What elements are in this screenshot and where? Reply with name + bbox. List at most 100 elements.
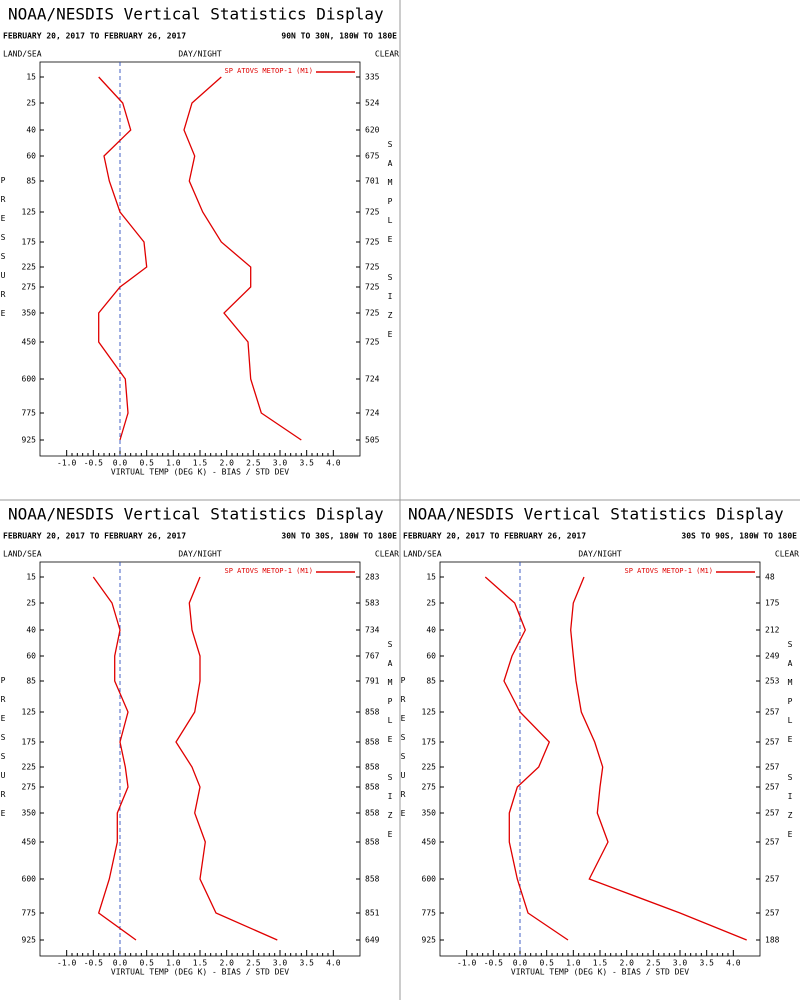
subtitle: FEBRUARY 20, 2017 TO FEBRUARY 26, 2017 [403,532,586,541]
x-tick-label: 2.5 [646,959,661,968]
x-tick-label: 4.0 [726,959,741,968]
legend-label: SP ATOVS METOP-1 (M1) [624,567,713,575]
sample-size-label: 767 [365,652,380,661]
y-tick-label: 175 [22,738,37,747]
y-axis-label: PRESSURE [0,176,8,328]
x-tick-label: 0.5 [139,459,154,468]
y-tick-label: 175 [22,238,37,247]
y-tick-label: 600 [22,375,37,384]
sample-size-label: 524 [365,99,380,108]
y-tick-label: 925 [422,936,437,945]
sample-size-label: 257 [765,809,780,818]
legend-label: SP ATOVS METOP-1 (M1) [224,567,313,575]
x-tick-label: -0.5 [84,959,103,968]
y-tick-label: 775 [22,909,37,918]
chart-panel: NOAA/NESDIS Vertical Statistics Display F… [399,505,800,977]
region: 30S TO 90S, 180W TO 180E [681,532,797,541]
clear-label: CLEAR [775,550,799,559]
sample-size-label: 257 [765,909,780,918]
chart-title: NOAA/NESDIS Vertical Statistics Display [408,505,784,524]
y-tick-label: 600 [22,875,37,884]
chart-panel: NOAA/NESDIS Vertical Statistics Display F… [0,5,399,477]
x-tick-label: 2.5 [246,959,261,968]
sample-size-label: 253 [765,677,780,686]
x-axis-label: VIRTUAL TEMP (DEG K) - BIAS / STD DEV [111,968,289,977]
y-tick-label: 350 [422,809,437,818]
x-tick-label: 0.5 [139,959,154,968]
data-line [570,576,747,941]
y-tick-label: 125 [22,208,37,217]
y2-axis-label: SAMPLE SIZE [386,140,395,349]
data-line [98,76,148,441]
sample-size-label: 257 [765,875,780,884]
x-tick-label: 3.5 [299,459,314,468]
x-axis-label: VIRTUAL TEMP (DEG K) - BIAS / STD DEV [111,468,289,477]
x-tick-label: 1.0 [166,459,181,468]
x-tick-label: -0.5 [484,959,503,968]
y-tick-label: 350 [22,309,37,318]
clear-label: CLEAR [375,50,399,59]
x-tick-label: -1.0 [457,959,476,968]
sample-size-label: 858 [365,875,380,884]
x-tick-label: 1.0 [166,959,181,968]
x-axis-label: VIRTUAL TEMP (DEG K) - BIAS / STD DEV [511,968,689,977]
y-tick-label: 40 [26,626,36,635]
sample-size-label: 620 [365,126,380,135]
sample-size-label: 858 [365,783,380,792]
sample-size-label: 725 [365,238,380,247]
y-tick-label: 350 [22,809,37,818]
sample-size-label: 724 [365,409,380,418]
sample-size-label: 858 [365,809,380,818]
x-tick-label: 2.5 [246,459,261,468]
y-tick-label: 450 [422,838,437,847]
sample-size-label: 851 [365,909,380,918]
data-line [92,576,137,941]
x-tick-label: 1.5 [193,459,208,468]
y-tick-label: 225 [422,763,437,772]
x-tick-label: 3.5 [699,959,714,968]
sample-size-label: 505 [365,436,380,445]
chart-panel: NOAA/NESDIS Vertical Statistics Display F… [0,505,399,977]
y-axis-label: PRESSURE [399,676,408,828]
y2-axis-label: SAMPLE SIZE [386,640,395,849]
y-tick-label: 25 [26,99,36,108]
y-tick-label: 925 [22,936,37,945]
sample-size-label: 257 [765,763,780,772]
y-tick-label: 175 [422,738,437,747]
x-tick-label: 1.5 [593,959,608,968]
y-tick-label: 60 [26,652,36,661]
x-tick-label: -1.0 [57,459,76,468]
y-tick-label: 775 [422,909,437,918]
day-night-label: DAY/NIGHT [178,50,222,59]
y-tick-label: 275 [22,283,37,292]
sample-size-label: 858 [365,838,380,847]
x-tick-label: 3.0 [273,959,288,968]
sample-size-label: 249 [765,652,780,661]
y-tick-label: 60 [26,152,36,161]
sample-size-label: 734 [365,626,380,635]
x-tick-label: 0.0 [113,959,128,968]
y-tick-label: 225 [22,763,37,772]
day-night-label: DAY/NIGHT [178,550,222,559]
sample-size-label: 725 [365,338,380,347]
sample-size-label: 725 [365,263,380,272]
y-tick-label: 85 [26,677,36,686]
x-tick-label: 0.0 [113,459,128,468]
data-line [484,576,569,941]
land-sea-label: LAND/SEA [3,50,42,59]
subtitle: FEBRUARY 20, 2017 TO FEBRUARY 26, 2017 [3,532,186,541]
sample-size-label: 257 [765,738,780,747]
x-tick-label: 4.0 [326,459,341,468]
data-line [175,576,278,941]
x-tick-label: 1.5 [193,959,208,968]
sample-size-label: 724 [365,375,380,384]
sample-size-label: 48 [765,573,775,582]
y-tick-label: 600 [422,875,437,884]
y-tick-label: 15 [26,73,36,82]
sample-size-label: 212 [765,626,780,635]
legend-label: SP ATOVS METOP-1 (M1) [224,67,313,75]
sample-size-label: 257 [765,708,780,717]
sample-size-label: 335 [365,73,380,82]
y-tick-label: 25 [26,599,36,608]
